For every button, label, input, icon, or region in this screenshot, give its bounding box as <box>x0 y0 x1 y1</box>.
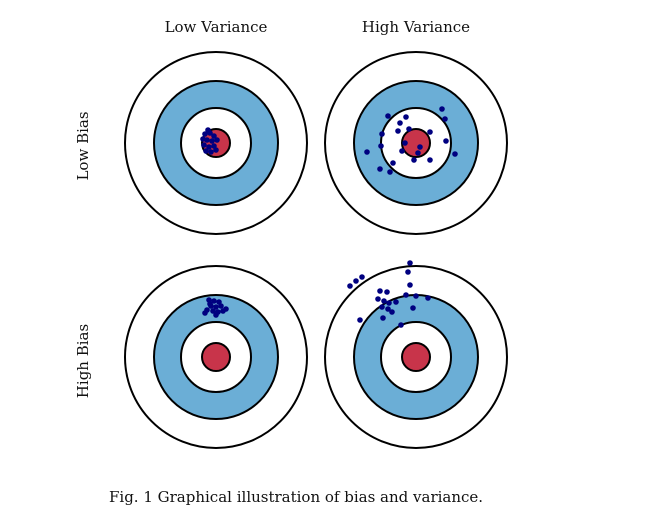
dots-high-bias-high-variance <box>347 260 431 328</box>
dots-low-bias-low-variance <box>200 127 220 155</box>
dots-high-bias-low-variance <box>202 297 229 318</box>
figure-caption: Fig. 1 Graphical illustration of bias an… <box>109 488 484 506</box>
target-high-bias-low-variance <box>124 265 308 449</box>
dots-low-bias-high-variance <box>364 106 458 175</box>
column-label-low-variance: Low Variance <box>164 18 268 36</box>
target-low-bias-low-variance <box>124 51 308 235</box>
target-low-bias-high-variance <box>324 51 508 235</box>
target-high-bias-high-variance <box>324 260 508 449</box>
column-label-high-variance: High Variance <box>361 18 471 36</box>
